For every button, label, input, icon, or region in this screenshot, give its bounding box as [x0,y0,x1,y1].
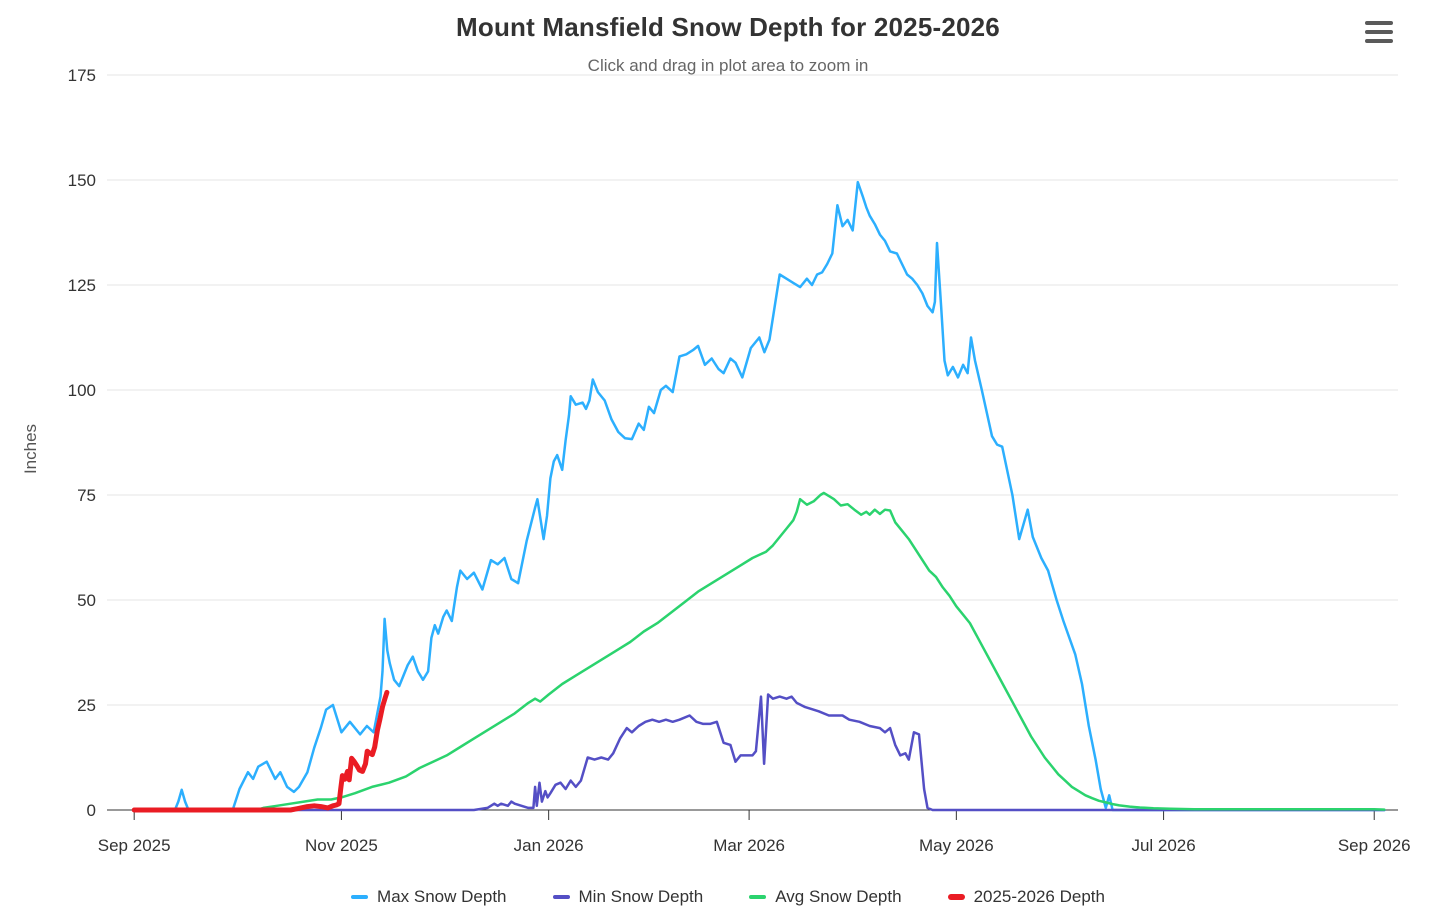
legend-label: Max Snow Depth [377,887,507,906]
legend-item-avg-snow-depth[interactable]: Avg Snow Depth [749,887,902,907]
chart-title: Mount Mansfield Snow Depth for 2025-2026 [456,12,1000,42]
series-line-avg-snow-depth [132,491,1386,812]
series-line-2025-2026-depth [131,689,390,813]
y-tick-label: 0 [87,801,96,820]
x-tick-label: Jan 2026 [514,836,584,855]
x-tick-label: Nov 2025 [305,836,378,855]
y-tick-label: 100 [68,381,96,400]
series-line-max-snow-depth [132,180,1386,812]
hamburger-menu-button[interactable] [1362,18,1396,46]
legend-item-max-snow-depth[interactable]: Max Snow Depth [351,887,507,907]
y-tick-label: 25 [77,696,96,715]
legend-item-2025-2026-depth[interactable]: 2025-2026 Depth [947,887,1105,907]
hamburger-icon [1365,30,1393,34]
y-tick-label: 75 [77,486,96,505]
legend-label: Avg Snow Depth [775,887,902,906]
y-tick-label: 150 [68,171,96,190]
y-tick-label: 175 [68,66,96,85]
hamburger-icon [1365,21,1393,25]
legend-item-min-snow-depth[interactable]: Min Snow Depth [552,887,704,907]
hamburger-icon [1365,39,1393,43]
legend: Max Snow Depth Min Snow Depth Avg Snow Dep… [0,887,1456,907]
legend-marker-icon [351,895,369,899]
legend-label: Min Snow Depth [578,887,704,906]
chart-subtitle: Click and drag in plot area to zoom in [587,56,869,75]
legend-marker-icon [552,895,570,899]
x-tick-label: Mar 2026 [713,836,785,855]
y-tick-label: 125 [68,276,96,295]
x-tick-label: May 2026 [919,836,994,855]
legend-label: 2025-2026 Depth [973,887,1105,906]
legend-marker-icon [947,894,965,900]
x-tick-label: Sep 2025 [98,836,171,855]
x-tick-label: Jul 2026 [1131,836,1195,855]
x-tick-label: Sep 2026 [1338,836,1411,855]
legend-marker-icon [749,895,767,899]
series-line-min-snow-depth [132,693,1386,812]
y-tick-label: 50 [77,591,96,610]
